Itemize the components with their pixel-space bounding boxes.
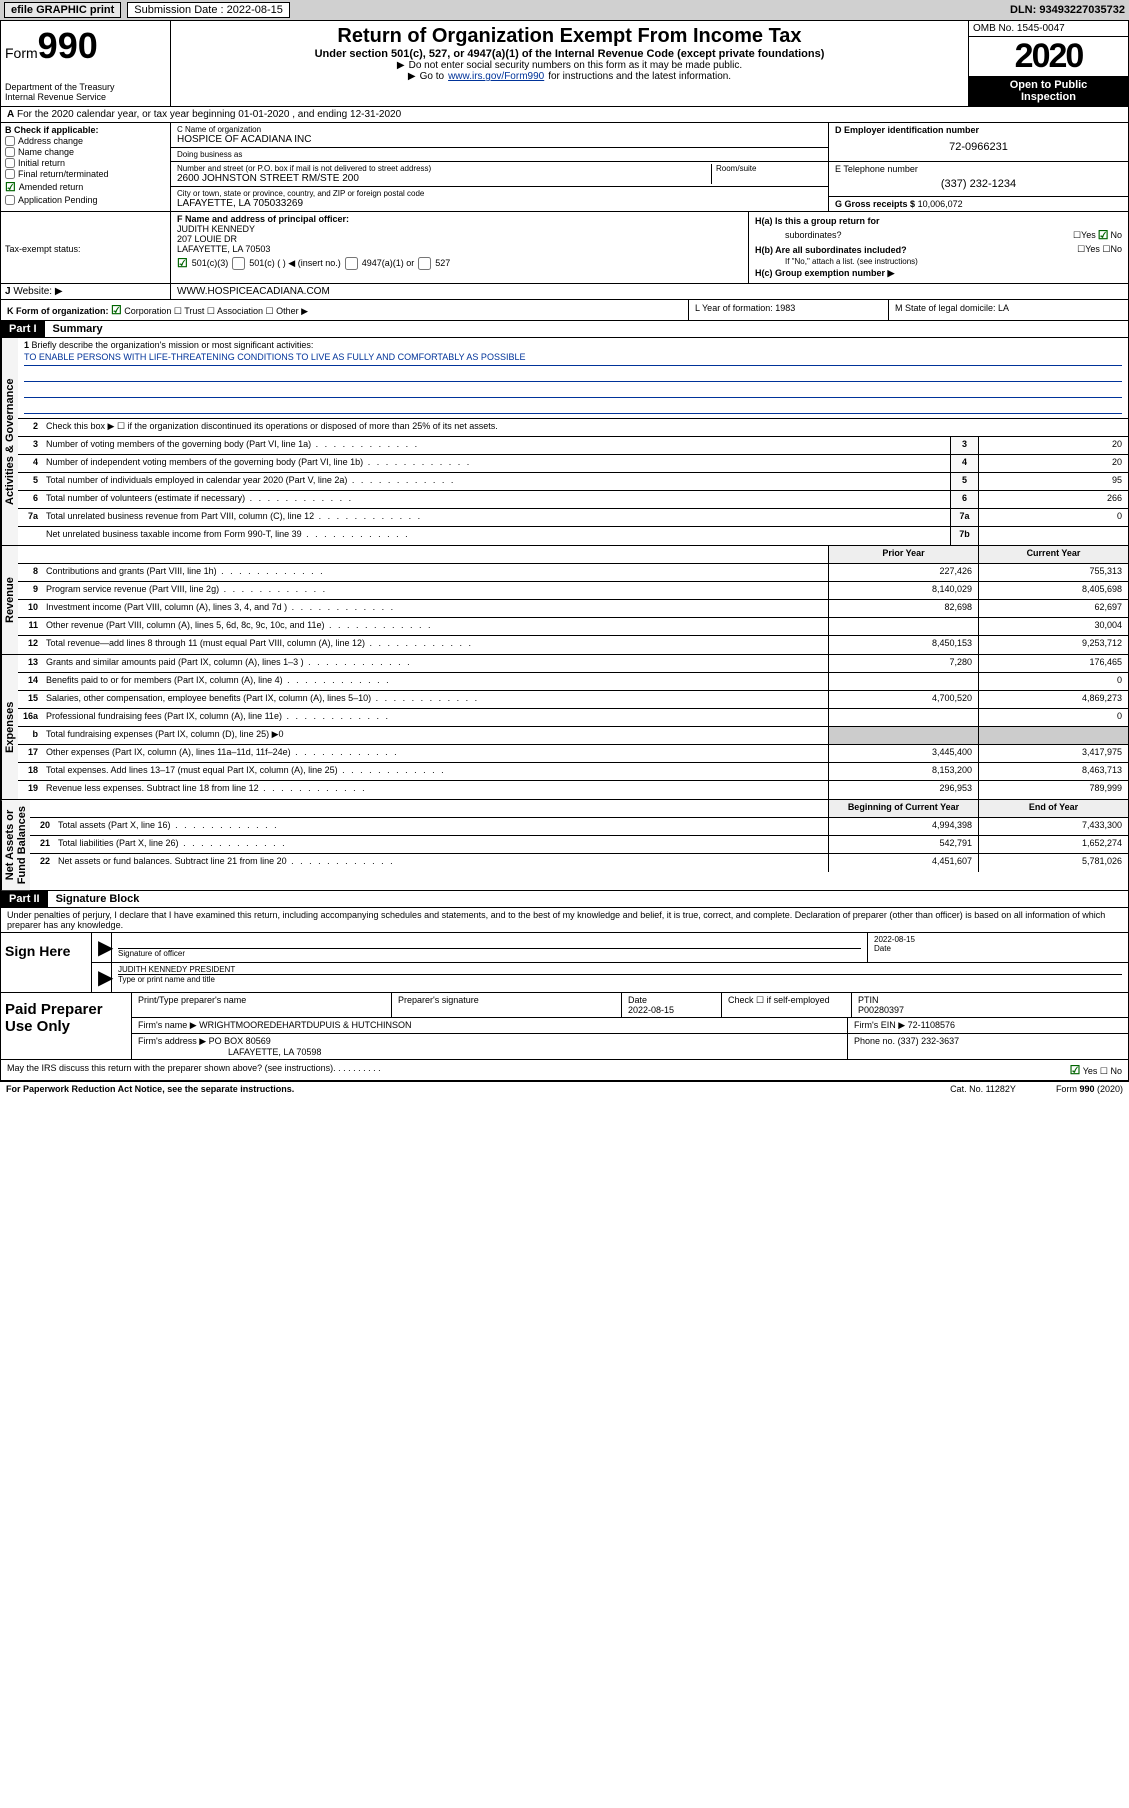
officer-name: JUDITH KENNEDY [177,224,742,234]
officer-addr1: 207 LOUIE DR [177,234,742,244]
phone: (337) 232-1234 [835,174,1122,194]
arrow-icon: ▶ [92,963,112,992]
check-if-applicable: B Check if applicable: Address change Na… [1,123,171,211]
check-icon: ☑ [177,256,188,270]
footer-form: Form 990 (2020) [1056,1084,1123,1094]
chk-pending[interactable] [5,195,15,205]
open-public-label: Open to Public Inspection [969,76,1128,106]
vtab-revenue: Revenue [1,546,18,654]
check-icon: ☑ [5,180,16,194]
vtab-governance: Activities & Governance [1,338,18,545]
firm-phone: (337) 232-3637 [898,1036,960,1046]
part1-header: Part I [1,321,45,337]
footer-left: For Paperwork Reduction Act Notice, see … [6,1084,294,1094]
arrow-icon: ▶ [92,933,112,962]
chk-initial[interactable] [5,158,15,168]
ptin: P00280397 [858,1005,904,1015]
gross-receipts: 10,006,072 [918,199,963,209]
row-a-period: A For the 2020 calendar year, or tax yea… [0,107,1129,123]
firm-addr: PO BOX 80569 [209,1036,271,1046]
form-title: Return of Organization Exempt From Incom… [177,25,962,48]
sign-here-label: Sign Here [1,933,91,992]
firm-name: WRIGHTMOOREDEHARTDUPUIS & HUTCHINSON [199,1020,411,1030]
summary-title: Summary [45,321,111,337]
discuss-row: May the IRS discuss this return with the… [0,1060,1129,1081]
chk-501c[interactable] [232,257,245,270]
chk-4947[interactable] [345,257,358,270]
note-ssn: ▶Do not enter social security numbers on… [177,60,962,71]
officer-addr2: LAFAYETTE, LA 70503 [177,244,742,254]
vtab-netassets: Net Assets or Fund Balances [1,800,30,890]
footer-cat: Cat. No. 11282Y [950,1084,1016,1094]
chk-final[interactable] [5,169,15,179]
note-link: ▶Go to www.irs.gov/Form990 for instructi… [177,71,962,82]
irs-link[interactable]: www.irs.gov/Form990 [448,71,544,82]
state-domicile: M State of legal domicile: LA [888,300,1128,320]
efile-button[interactable]: efile GRAPHIC print [4,2,121,18]
omb-number: OMB No. 1545-0047 [969,21,1128,37]
org-name: HOSPICE OF ACADIANA INC [177,134,822,145]
firm-ein: 72-1108576 [908,1020,955,1030]
mission-text: TO ENABLE PERSONS WITH LIFE-THREATENING … [24,352,1122,366]
tax-year: 2020 [969,37,1128,76]
perjury-decl: Under penalties of perjury, I declare th… [0,908,1129,933]
officer-sig-name: JUDITH KENNEDY PRESIDENT [118,965,1122,975]
dln-label: DLN: 93493227035732 [1010,4,1125,16]
ein: 72-0966231 [835,135,1122,159]
city: LAFAYETTE, LA 705033269 [177,198,822,209]
form-header: Form990 Department of the Treasury Inter… [0,20,1129,107]
form-number: Form990 [5,25,166,67]
website: WWW.HOSPICEACADIANA.COM [171,284,1128,299]
street: 2600 JOHNSTON STREET RM/STE 200 [177,173,707,184]
chk-527[interactable] [418,257,431,270]
form-subtitle: Under section 501(c), 527, or 4947(a)(1)… [177,48,962,60]
sigblock-title: Signature Block [48,891,148,907]
part2-header: Part II [1,891,48,907]
chk-address[interactable] [5,136,15,146]
chk-name[interactable] [5,147,15,157]
top-bar: efile GRAPHIC print Submission Date : 20… [0,0,1129,20]
form-of-org: K Form of organization: ☑ Corporation ☐ … [1,300,688,320]
vtab-expenses: Expenses [1,655,18,799]
submission-date: Submission Date : 2022-08-15 [127,2,290,18]
dept-label: Department of the Treasury Internal Reve… [5,82,166,102]
paid-preparer-label: Paid Preparer Use Only [1,993,131,1059]
year-formation: L Year of formation: 1983 [688,300,888,320]
